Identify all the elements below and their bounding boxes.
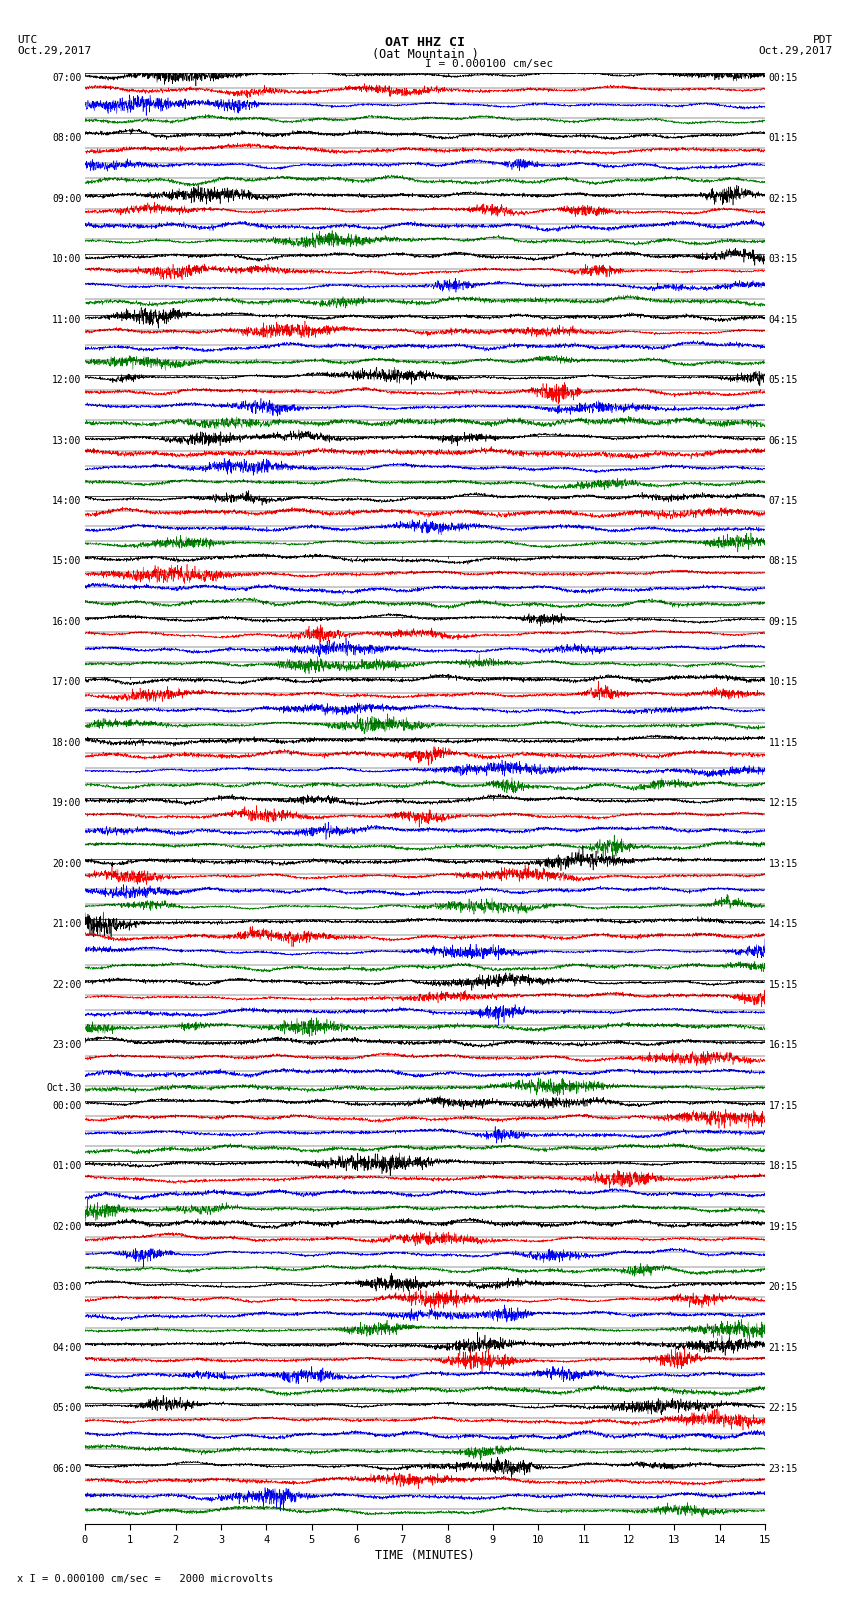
- Text: 00:15: 00:15: [768, 73, 798, 82]
- Text: 09:15: 09:15: [768, 618, 798, 627]
- Text: 01:15: 01:15: [768, 134, 798, 144]
- Text: 06:00: 06:00: [52, 1465, 82, 1474]
- Text: 07:00: 07:00: [52, 73, 82, 82]
- Text: UTC: UTC: [17, 35, 37, 45]
- Text: 13:00: 13:00: [52, 436, 82, 445]
- Text: 03:00: 03:00: [52, 1282, 82, 1292]
- Text: 03:15: 03:15: [768, 255, 798, 265]
- Text: 23:15: 23:15: [768, 1465, 798, 1474]
- Text: 01:00: 01:00: [52, 1161, 82, 1171]
- Text: 07:15: 07:15: [768, 497, 798, 506]
- Text: 15:00: 15:00: [52, 556, 82, 566]
- Text: 16:00: 16:00: [52, 618, 82, 627]
- Text: 14:00: 14:00: [52, 497, 82, 506]
- Text: 05:15: 05:15: [768, 376, 798, 386]
- Text: 02:00: 02:00: [52, 1223, 82, 1232]
- Text: 18:15: 18:15: [768, 1161, 798, 1171]
- Text: 10:00: 10:00: [52, 255, 82, 265]
- Text: 11:00: 11:00: [52, 315, 82, 324]
- Text: PDT: PDT: [813, 35, 833, 45]
- Text: 15:15: 15:15: [768, 979, 798, 990]
- Text: 17:15: 17:15: [768, 1100, 798, 1111]
- Text: Oct.29,2017: Oct.29,2017: [17, 45, 91, 56]
- Text: 12:00: 12:00: [52, 376, 82, 386]
- Text: I = 0.000100 cm/sec: I = 0.000100 cm/sec: [425, 58, 553, 69]
- Text: 04:15: 04:15: [768, 315, 798, 324]
- Text: 05:00: 05:00: [52, 1403, 82, 1413]
- Text: 00:00: 00:00: [52, 1100, 82, 1111]
- Text: 11:15: 11:15: [768, 739, 798, 748]
- Text: 20:00: 20:00: [52, 858, 82, 869]
- Text: 21:15: 21:15: [768, 1342, 798, 1353]
- Text: 18:00: 18:00: [52, 739, 82, 748]
- Text: 06:15: 06:15: [768, 436, 798, 445]
- Text: 04:00: 04:00: [52, 1342, 82, 1353]
- Text: 08:00: 08:00: [52, 134, 82, 144]
- Text: 10:15: 10:15: [768, 677, 798, 687]
- Text: 02:15: 02:15: [768, 194, 798, 203]
- Text: 22:15: 22:15: [768, 1403, 798, 1413]
- Text: 20:15: 20:15: [768, 1282, 798, 1292]
- Text: 21:00: 21:00: [52, 919, 82, 929]
- Text: 14:15: 14:15: [768, 919, 798, 929]
- Text: OAT HHZ CI: OAT HHZ CI: [385, 37, 465, 50]
- Text: (Oat Mountain ): (Oat Mountain ): [371, 47, 479, 61]
- Text: 08:15: 08:15: [768, 556, 798, 566]
- Text: Oct.29,2017: Oct.29,2017: [759, 45, 833, 56]
- Text: x I = 0.000100 cm/sec =   2000 microvolts: x I = 0.000100 cm/sec = 2000 microvolts: [17, 1574, 273, 1584]
- Text: 13:15: 13:15: [768, 858, 798, 869]
- Text: 17:00: 17:00: [52, 677, 82, 687]
- Text: Oct.30: Oct.30: [47, 1084, 82, 1094]
- Text: 19:15: 19:15: [768, 1223, 798, 1232]
- X-axis label: TIME (MINUTES): TIME (MINUTES): [375, 1548, 475, 1561]
- Text: 22:00: 22:00: [52, 979, 82, 990]
- Text: 16:15: 16:15: [768, 1040, 798, 1050]
- Text: 19:00: 19:00: [52, 798, 82, 808]
- Text: 23:00: 23:00: [52, 1040, 82, 1050]
- Text: 12:15: 12:15: [768, 798, 798, 808]
- Text: 09:00: 09:00: [52, 194, 82, 203]
